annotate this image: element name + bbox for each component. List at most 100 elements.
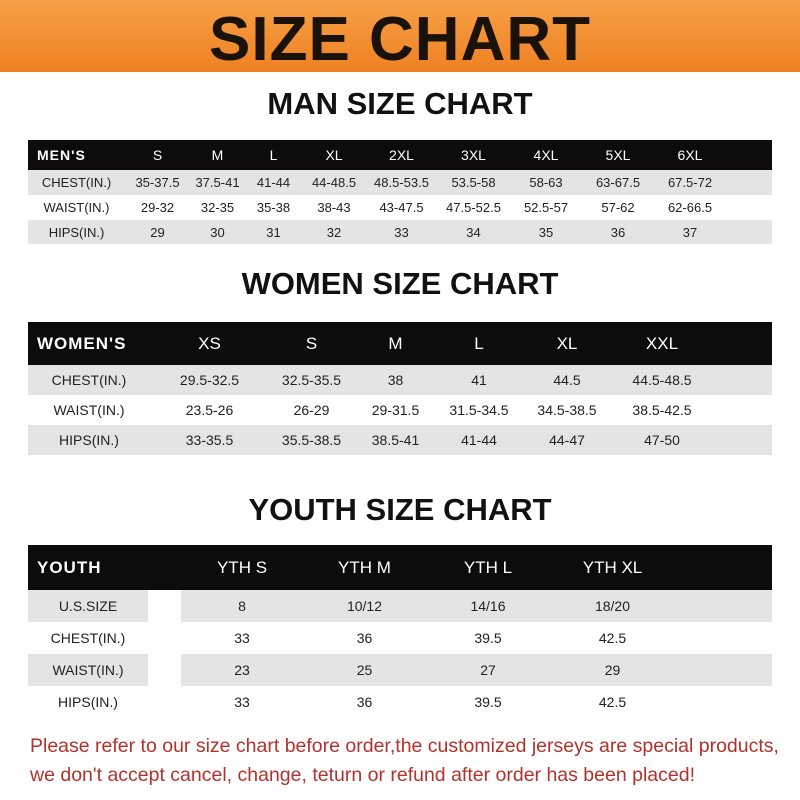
table-cell: 53.5-58 xyxy=(437,170,510,195)
table-cell: 34 xyxy=(437,220,510,244)
row-label: CHEST(IN.) xyxy=(28,170,125,195)
table-cell: 42.5 xyxy=(550,686,675,718)
table-cell: 44.5 xyxy=(521,365,613,395)
table-cell: S xyxy=(125,140,190,170)
empty-cell xyxy=(726,140,772,170)
row-label: YOUTH xyxy=(28,545,181,590)
table-cell: 44-47 xyxy=(521,425,613,455)
table-cell: 10/12 xyxy=(303,590,426,622)
table-cell: 47.5-52.5 xyxy=(437,195,510,220)
empty-cell xyxy=(726,170,772,195)
table-cell: 3XL xyxy=(437,140,510,170)
youth-size-table: YOUTH YTH S YTH M YTH L YTH XL U.S.SIZE 8 10/12… xyxy=(28,545,772,718)
men-size-table: MEN'S S M L XL 2XL 3XL 4XL 5XL 6XL CHEST(IN.) 35-37… xyxy=(28,140,772,244)
table-cell: 47-50 xyxy=(613,425,711,455)
table-cell: 33 xyxy=(181,686,303,718)
table-cell: 39.5 xyxy=(426,686,550,718)
row-label: WOMEN'S xyxy=(28,322,150,365)
table-cell: 33-35.5 xyxy=(150,425,269,455)
table-cell: XL xyxy=(302,140,366,170)
table-cell: 35-38 xyxy=(245,195,302,220)
table-cell: 26-29 xyxy=(269,395,354,425)
table-cell: 36 xyxy=(303,686,426,718)
row-label: WAIST(IN.) xyxy=(28,654,148,686)
empty-cell xyxy=(711,365,772,395)
table-cell: 41-44 xyxy=(437,425,521,455)
row-label: U.S.SIZE xyxy=(28,590,148,622)
table-cell: 31.5-34.5 xyxy=(437,395,521,425)
table-cell: XL xyxy=(521,322,613,365)
table-cell: 32.5-35.5 xyxy=(269,365,354,395)
youth-section-title: YOUTH SIZE CHART xyxy=(248,492,552,527)
empty-cell xyxy=(675,686,772,718)
empty-cell xyxy=(726,220,772,244)
table-cell: 32-35 xyxy=(190,195,245,220)
notice-line-2: we don't accept cancel, change, teturn o… xyxy=(30,764,695,786)
table-cell: L xyxy=(437,322,521,365)
table-cell: 23 xyxy=(181,654,303,686)
table-cell: M xyxy=(354,322,437,365)
row-label: WAIST(IN.) xyxy=(28,195,125,220)
table-cell: 33 xyxy=(181,622,303,654)
table-cell: 57-62 xyxy=(582,195,654,220)
table-cell: 41-44 xyxy=(245,170,302,195)
empty-cell xyxy=(675,545,772,590)
table-cell: 25 xyxy=(303,654,426,686)
table-cell: M xyxy=(190,140,245,170)
table-cell: 41 xyxy=(437,365,521,395)
row-label: CHEST(IN.) xyxy=(28,365,150,395)
table-cell: 35.5-38.5 xyxy=(269,425,354,455)
table-cell: 63-67.5 xyxy=(582,170,654,195)
table-cell: 43-47.5 xyxy=(366,195,437,220)
table-cell: 29-32 xyxy=(125,195,190,220)
table-cell: 14/16 xyxy=(426,590,550,622)
empty-cell xyxy=(711,395,772,425)
table-cell: 67.5-72 xyxy=(654,170,726,195)
table-cell: 29 xyxy=(125,220,190,244)
table-cell: YTH M xyxy=(303,545,426,590)
table-cell: 31 xyxy=(245,220,302,244)
table-cell: 8 xyxy=(181,590,303,622)
table-cell: 27 xyxy=(426,654,550,686)
empty-cell xyxy=(726,195,772,220)
table-cell: XS xyxy=(150,322,269,365)
table-cell: 42.5 xyxy=(550,622,675,654)
table-cell: 32 xyxy=(302,220,366,244)
table-cell: 30 xyxy=(190,220,245,244)
notice-line-1: Please refer to our size chart before or… xyxy=(30,735,779,757)
table-cell: YTH XL xyxy=(550,545,675,590)
women-section-title: WOMEN SIZE CHART xyxy=(241,266,559,301)
table-cell: 4XL xyxy=(510,140,582,170)
table-cell: 2XL xyxy=(366,140,437,170)
table-cell: S xyxy=(269,322,354,365)
banner: SIZE CHART xyxy=(0,0,800,74)
empty-cell xyxy=(675,590,772,622)
table-cell: L xyxy=(245,140,302,170)
row-label: CHEST(IN.) xyxy=(28,622,148,654)
table-cell: 6XL xyxy=(654,140,726,170)
table-cell: 36 xyxy=(582,220,654,244)
table-cell: YTH S xyxy=(181,545,303,590)
table-cell: 29.5-32.5 xyxy=(150,365,269,395)
empty-cell xyxy=(711,425,772,455)
table-cell: 35 xyxy=(510,220,582,244)
empty-cell xyxy=(675,654,772,686)
table-cell: 29-31.5 xyxy=(354,395,437,425)
table-cell: 62-66.5 xyxy=(654,195,726,220)
table-cell: 5XL xyxy=(582,140,654,170)
banner-title: SIZE CHART xyxy=(209,5,591,74)
table-cell: 29 xyxy=(550,654,675,686)
table-cell: 18/20 xyxy=(550,590,675,622)
table-cell: 39.5 xyxy=(426,622,550,654)
row-label: HIPS(IN.) xyxy=(28,220,125,244)
table-cell: 44.5-48.5 xyxy=(613,365,711,395)
row-label: HIPS(IN.) xyxy=(28,686,148,718)
row-label: MEN'S xyxy=(28,140,125,170)
table-cell: 58-63 xyxy=(510,170,582,195)
table-cell: 44-48.5 xyxy=(302,170,366,195)
table-cell: 33 xyxy=(366,220,437,244)
table-cell: 38-43 xyxy=(302,195,366,220)
table-cell: YTH L xyxy=(426,545,550,590)
empty-cell xyxy=(711,322,772,365)
row-label: HIPS(IN.) xyxy=(28,425,150,455)
